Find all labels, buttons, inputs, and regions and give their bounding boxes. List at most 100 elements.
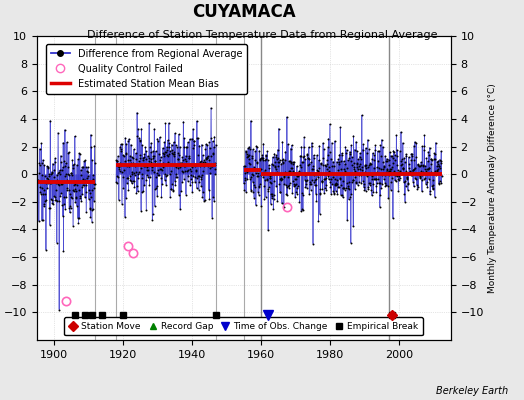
Point xyxy=(363,136,372,143)
Point xyxy=(41,191,49,197)
Point xyxy=(249,164,258,170)
Point xyxy=(311,176,319,183)
Point xyxy=(149,153,158,159)
Point xyxy=(160,177,169,183)
Point xyxy=(331,182,340,188)
Point xyxy=(358,170,366,177)
Point xyxy=(362,188,370,194)
Point xyxy=(172,163,181,170)
Point xyxy=(263,177,271,183)
Point xyxy=(438,173,446,180)
Point xyxy=(294,183,302,190)
Point xyxy=(330,191,339,198)
Point xyxy=(304,154,312,161)
Point xyxy=(301,184,310,190)
Point xyxy=(321,176,329,182)
Point xyxy=(274,159,282,165)
Point xyxy=(152,183,161,189)
Point xyxy=(183,160,191,167)
Point xyxy=(409,167,417,173)
Point xyxy=(116,144,124,150)
Point xyxy=(383,158,391,164)
Point xyxy=(121,214,129,220)
Point xyxy=(311,191,320,197)
Point xyxy=(280,173,288,180)
Point xyxy=(428,186,436,192)
Point xyxy=(60,158,68,164)
Point xyxy=(350,164,358,171)
Point xyxy=(71,186,79,192)
Point xyxy=(388,155,397,161)
Point xyxy=(322,162,330,169)
Point xyxy=(166,148,174,154)
Point xyxy=(166,171,174,178)
Point xyxy=(317,160,325,167)
Point xyxy=(296,152,304,159)
Point xyxy=(396,175,404,182)
Point xyxy=(212,141,220,148)
Point xyxy=(375,204,384,210)
Point xyxy=(370,176,379,182)
Point xyxy=(78,184,86,190)
Point xyxy=(428,156,436,163)
Point xyxy=(357,180,365,186)
Point xyxy=(356,160,365,167)
Point xyxy=(335,175,344,181)
Point xyxy=(302,180,310,187)
Point xyxy=(436,160,445,166)
Point xyxy=(407,169,416,175)
Point xyxy=(416,173,424,180)
Point xyxy=(293,172,302,179)
Point xyxy=(48,168,56,175)
Point xyxy=(395,169,403,175)
Point xyxy=(80,158,89,164)
Point xyxy=(419,168,428,175)
Point xyxy=(346,151,355,158)
Point xyxy=(389,160,397,166)
Point xyxy=(269,162,277,169)
Point xyxy=(368,176,377,182)
Point xyxy=(181,156,190,162)
Point xyxy=(206,165,214,171)
Point xyxy=(153,136,161,142)
Point xyxy=(74,156,82,162)
Point xyxy=(397,162,406,168)
Point xyxy=(341,161,349,167)
Point xyxy=(274,146,282,153)
Point xyxy=(37,160,46,166)
Point xyxy=(114,174,123,180)
Point xyxy=(160,153,168,160)
Point xyxy=(372,189,380,195)
Point xyxy=(260,182,268,189)
Point xyxy=(409,178,417,185)
Point xyxy=(312,182,320,188)
Point xyxy=(167,168,175,174)
Point xyxy=(312,176,320,182)
Point xyxy=(274,163,282,170)
Point xyxy=(272,183,280,189)
Point xyxy=(118,141,126,148)
Point xyxy=(165,151,173,157)
Point xyxy=(278,200,286,207)
Point xyxy=(279,159,288,165)
Point xyxy=(244,155,253,162)
Point xyxy=(297,164,305,170)
Point xyxy=(131,163,139,169)
Point xyxy=(430,150,439,156)
Point xyxy=(42,175,51,182)
Point xyxy=(318,186,326,192)
Point xyxy=(164,159,172,166)
Point xyxy=(351,186,359,192)
Point xyxy=(136,152,145,158)
Point xyxy=(433,168,441,174)
Point xyxy=(200,197,209,204)
Point xyxy=(372,176,380,183)
Point xyxy=(181,152,190,159)
Point xyxy=(188,189,196,195)
Point xyxy=(324,173,332,179)
Point xyxy=(194,135,202,142)
Point xyxy=(124,187,133,193)
Point xyxy=(184,139,192,146)
Point xyxy=(201,159,209,166)
Point xyxy=(314,170,322,176)
